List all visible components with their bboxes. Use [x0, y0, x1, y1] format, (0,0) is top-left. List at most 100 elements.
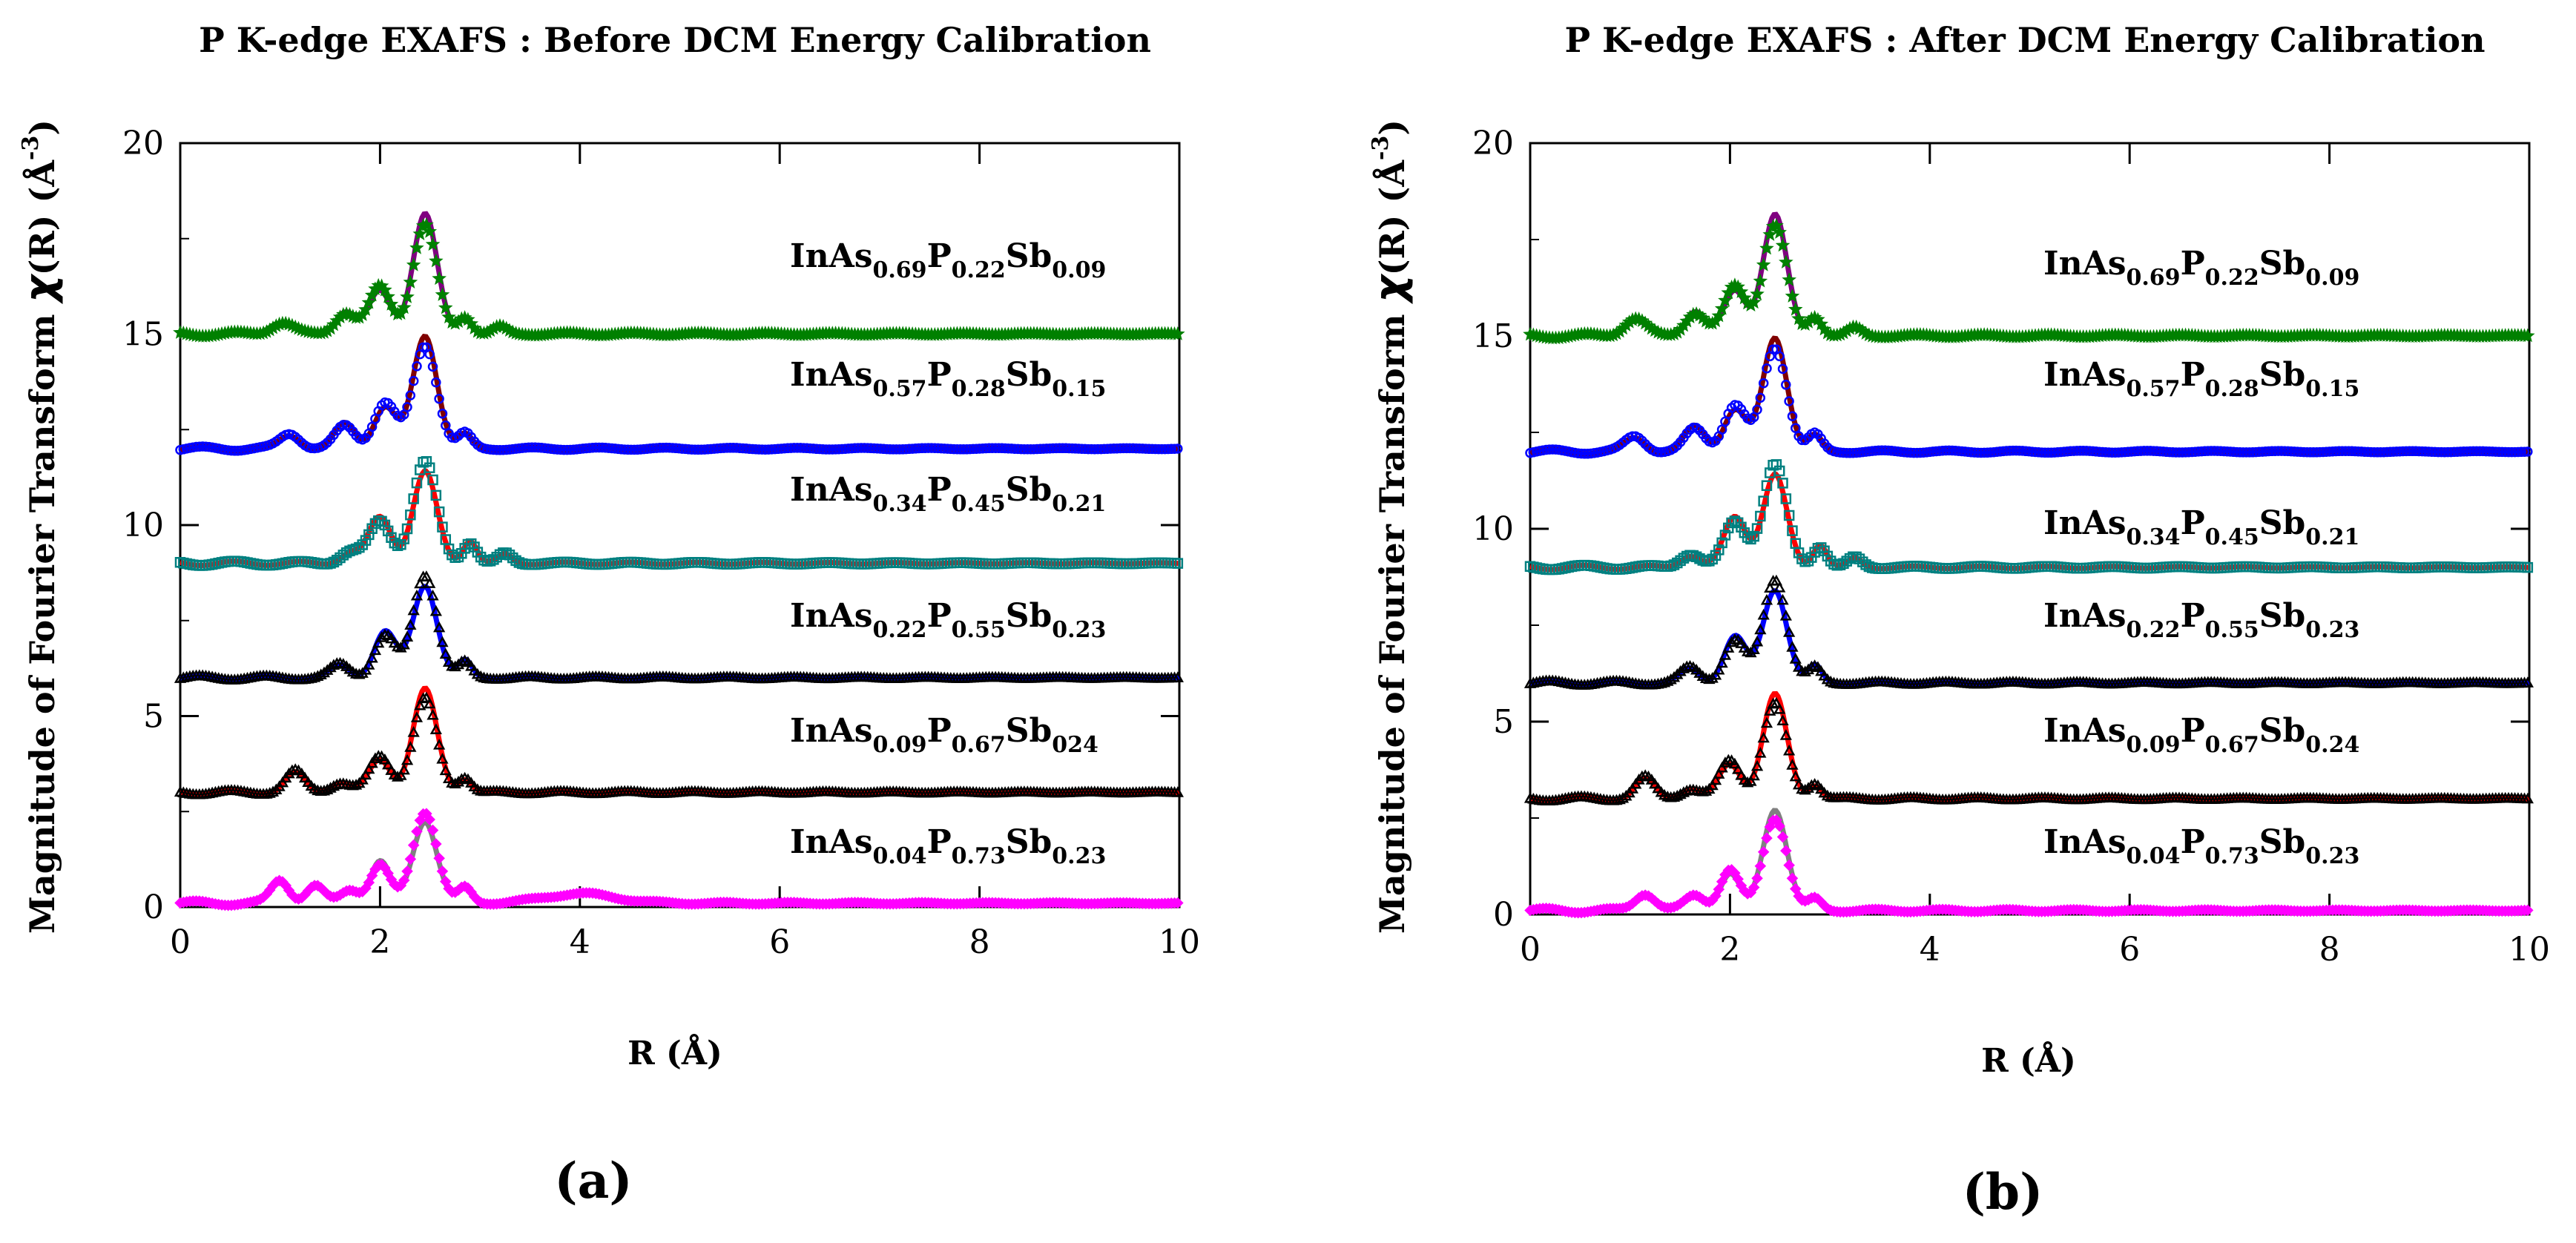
panel-b-series-1-data-point: [1943, 445, 1954, 456]
panel-b-series-0-data-point: [1711, 308, 1727, 323]
panel-a-series-3-label: InAs0.22P0.55Sb0.23: [790, 597, 1106, 643]
panel-a-series-1-data-point: [869, 443, 880, 454]
panel-b-series-1-data-point: [1877, 445, 1887, 456]
panel-b-series-1-data-point: [1791, 423, 1801, 433]
panel-a-series-1-data-point: [1019, 444, 1030, 455]
panel-b-series-1-data-point: [1653, 446, 1664, 458]
panel-b-series-1-data-point: [1874, 445, 1884, 456]
panel-b-series-3-data-point: [1764, 581, 1776, 593]
panel-b-series-5-data-point: [2522, 904, 2534, 917]
panel-b-series-3-data-point: [1776, 593, 1789, 605]
panel-a-series-4-data-point: [298, 771, 312, 783]
panel-b-series-1-data-point: [2014, 445, 2025, 456]
panel-b-series-1-data-point: [2238, 447, 2248, 458]
panel-b-series-1-data-point: [2513, 446, 2523, 458]
panel-a-series-1-data-point: [587, 442, 598, 453]
panel-a-series-1-data-point: [760, 444, 771, 455]
panel-b-y-label-unit: Å: [1371, 159, 1412, 188]
panel-a-series-1-data-point: [1012, 444, 1024, 455]
panel-a-series-3-label-part: Sb: [1006, 597, 1053, 635]
panel-b-series-3-data-point: [1750, 635, 1764, 647]
panel-a-series-4-data-point: [407, 725, 420, 737]
panel-b-series-1-data-point: [1758, 377, 1769, 389]
panel-b-series-4-data-point: [1706, 779, 1719, 791]
panel-b-series-0-data-point: [1775, 237, 1791, 252]
panel-a-series-4-label-part: 0.09: [872, 732, 926, 758]
panel-b-series-3-data-point: [1773, 581, 1786, 593]
panel-a-series-2-data-point: [363, 529, 375, 541]
panel-a-series-1-data-point: [226, 445, 237, 456]
panel-b-series-1-data-point: [2174, 447, 2184, 458]
panel-a-series-1-data-point: [619, 444, 630, 455]
panel-b-series-1-data-point: [2516, 446, 2526, 458]
panel-a-series-2-data-point: [401, 523, 413, 535]
panel-a-series-1-data-point: [757, 444, 768, 455]
panel-b-series-1-data-point: [2104, 447, 2114, 458]
panel-b-series-1-data-point: [2452, 446, 2463, 457]
panel-a-series-1-data-point: [817, 444, 829, 455]
panel-a-series-4-label: InAs0.09P0.67Sb024: [790, 712, 1098, 758]
panel-a-series-1-data-point: [593, 442, 605, 453]
panel-a-series-3-data-point: [436, 636, 449, 647]
panel-a-series-1-data-point: [1115, 443, 1126, 454]
panel-a-series-3-data-point: [359, 664, 372, 675]
panel-a-series-1-data-point: [1047, 443, 1058, 454]
panel-b-series-5-data-point: [1754, 860, 1767, 872]
panel-a-series-2-data-point: [357, 539, 368, 550]
panel-b-series-2-data-point: [1710, 550, 1722, 561]
panel-b-series-2-data-point: [1770, 459, 1782, 470]
panel-a-series-1-data-point: [1147, 444, 1158, 455]
panel-a-series-1-data-point: [626, 444, 636, 455]
panel-a-series-5-label-part: 0.04: [872, 843, 926, 869]
panel-b-series-3-data-point: [1667, 670, 1681, 682]
panel-a-series-1-data-point: [1051, 443, 1061, 454]
panel-a-series-1-data-point: [952, 444, 963, 455]
panel-b-series-1-data-point: [2244, 447, 2255, 458]
panel-b-series-1-data-points: [1525, 344, 2533, 459]
panel-a-series-3-data-point: [366, 651, 378, 663]
panel-b-series-0-data-point: [1733, 284, 1749, 298]
panel-b-series-2-data-point: [1748, 530, 1759, 542]
panel-a-series-1-data-point: [754, 444, 764, 455]
panel-b-series-1-data-point: [1979, 447, 1989, 458]
panel-a-series-1-data-point: [728, 443, 739, 453]
panel-a-series-3-data-point: [426, 589, 439, 601]
panel-a-series-1-label-part: 0.15: [1052, 376, 1106, 402]
panel-a-series-5-data-point: [401, 866, 413, 877]
panel-b-series-1-data-point: [2270, 446, 2281, 456]
panel-a-series-1-data-point: [1054, 443, 1065, 454]
panel-b-series-2: [1524, 459, 2534, 576]
panel-b-series-0-data-points: [1523, 218, 2535, 345]
panel-a-series-1-data-point: [530, 442, 541, 453]
panel-a-series-3-data-point: [1171, 671, 1184, 682]
panel-b-series-3-data-point: [1786, 641, 1799, 652]
panel-a-series-1-data-point: [1112, 443, 1122, 454]
panel-a-series-1-data-point: [524, 442, 534, 453]
panel-b-series-2-data-point: [1777, 478, 1788, 489]
panel-a-series-4-data-point: [395, 769, 407, 780]
panel-b-series-1-data-point: [2500, 446, 2511, 458]
panel-a-series-1-data-point: [402, 402, 412, 412]
panel-b-series-1-data-point: [2490, 446, 2501, 457]
panel-b-series-1-data-point: [2353, 446, 2364, 457]
panel-a-series-1-data-point: [1044, 443, 1055, 454]
panel-a-x-tick-label: 4: [570, 923, 590, 961]
panel-b-series-3: [1523, 574, 2534, 690]
panel-b-series-1-data-point: [1940, 445, 1951, 456]
panel-b-series-1-data-point: [1969, 447, 1980, 458]
panel-b-series-1-data-point: [2365, 446, 2376, 458]
panel-b-series-2-data-point: [1719, 530, 1731, 541]
panel-b-series-1-data-point: [2369, 446, 2379, 458]
panel-b-series-1-label-part: P: [2181, 356, 2205, 394]
panel-a-series-1-data-point: [1169, 444, 1180, 454]
panel-a-series-2-data-point: [389, 537, 401, 549]
panel-a-series-1-data-point: [431, 377, 441, 388]
panel-b-series-1-data-point: [2043, 447, 2054, 458]
panel-b-series-1-data-point: [2177, 447, 2188, 458]
panel-b-series-1-data-point: [2426, 446, 2437, 457]
panel-a-series-2-data-point: [379, 519, 391, 531]
panel-a-series-4-data-point: [442, 772, 455, 783]
panel-b-series-0-data-point: [1750, 286, 1765, 301]
panel-b-series-1-data-point: [2391, 446, 2402, 457]
